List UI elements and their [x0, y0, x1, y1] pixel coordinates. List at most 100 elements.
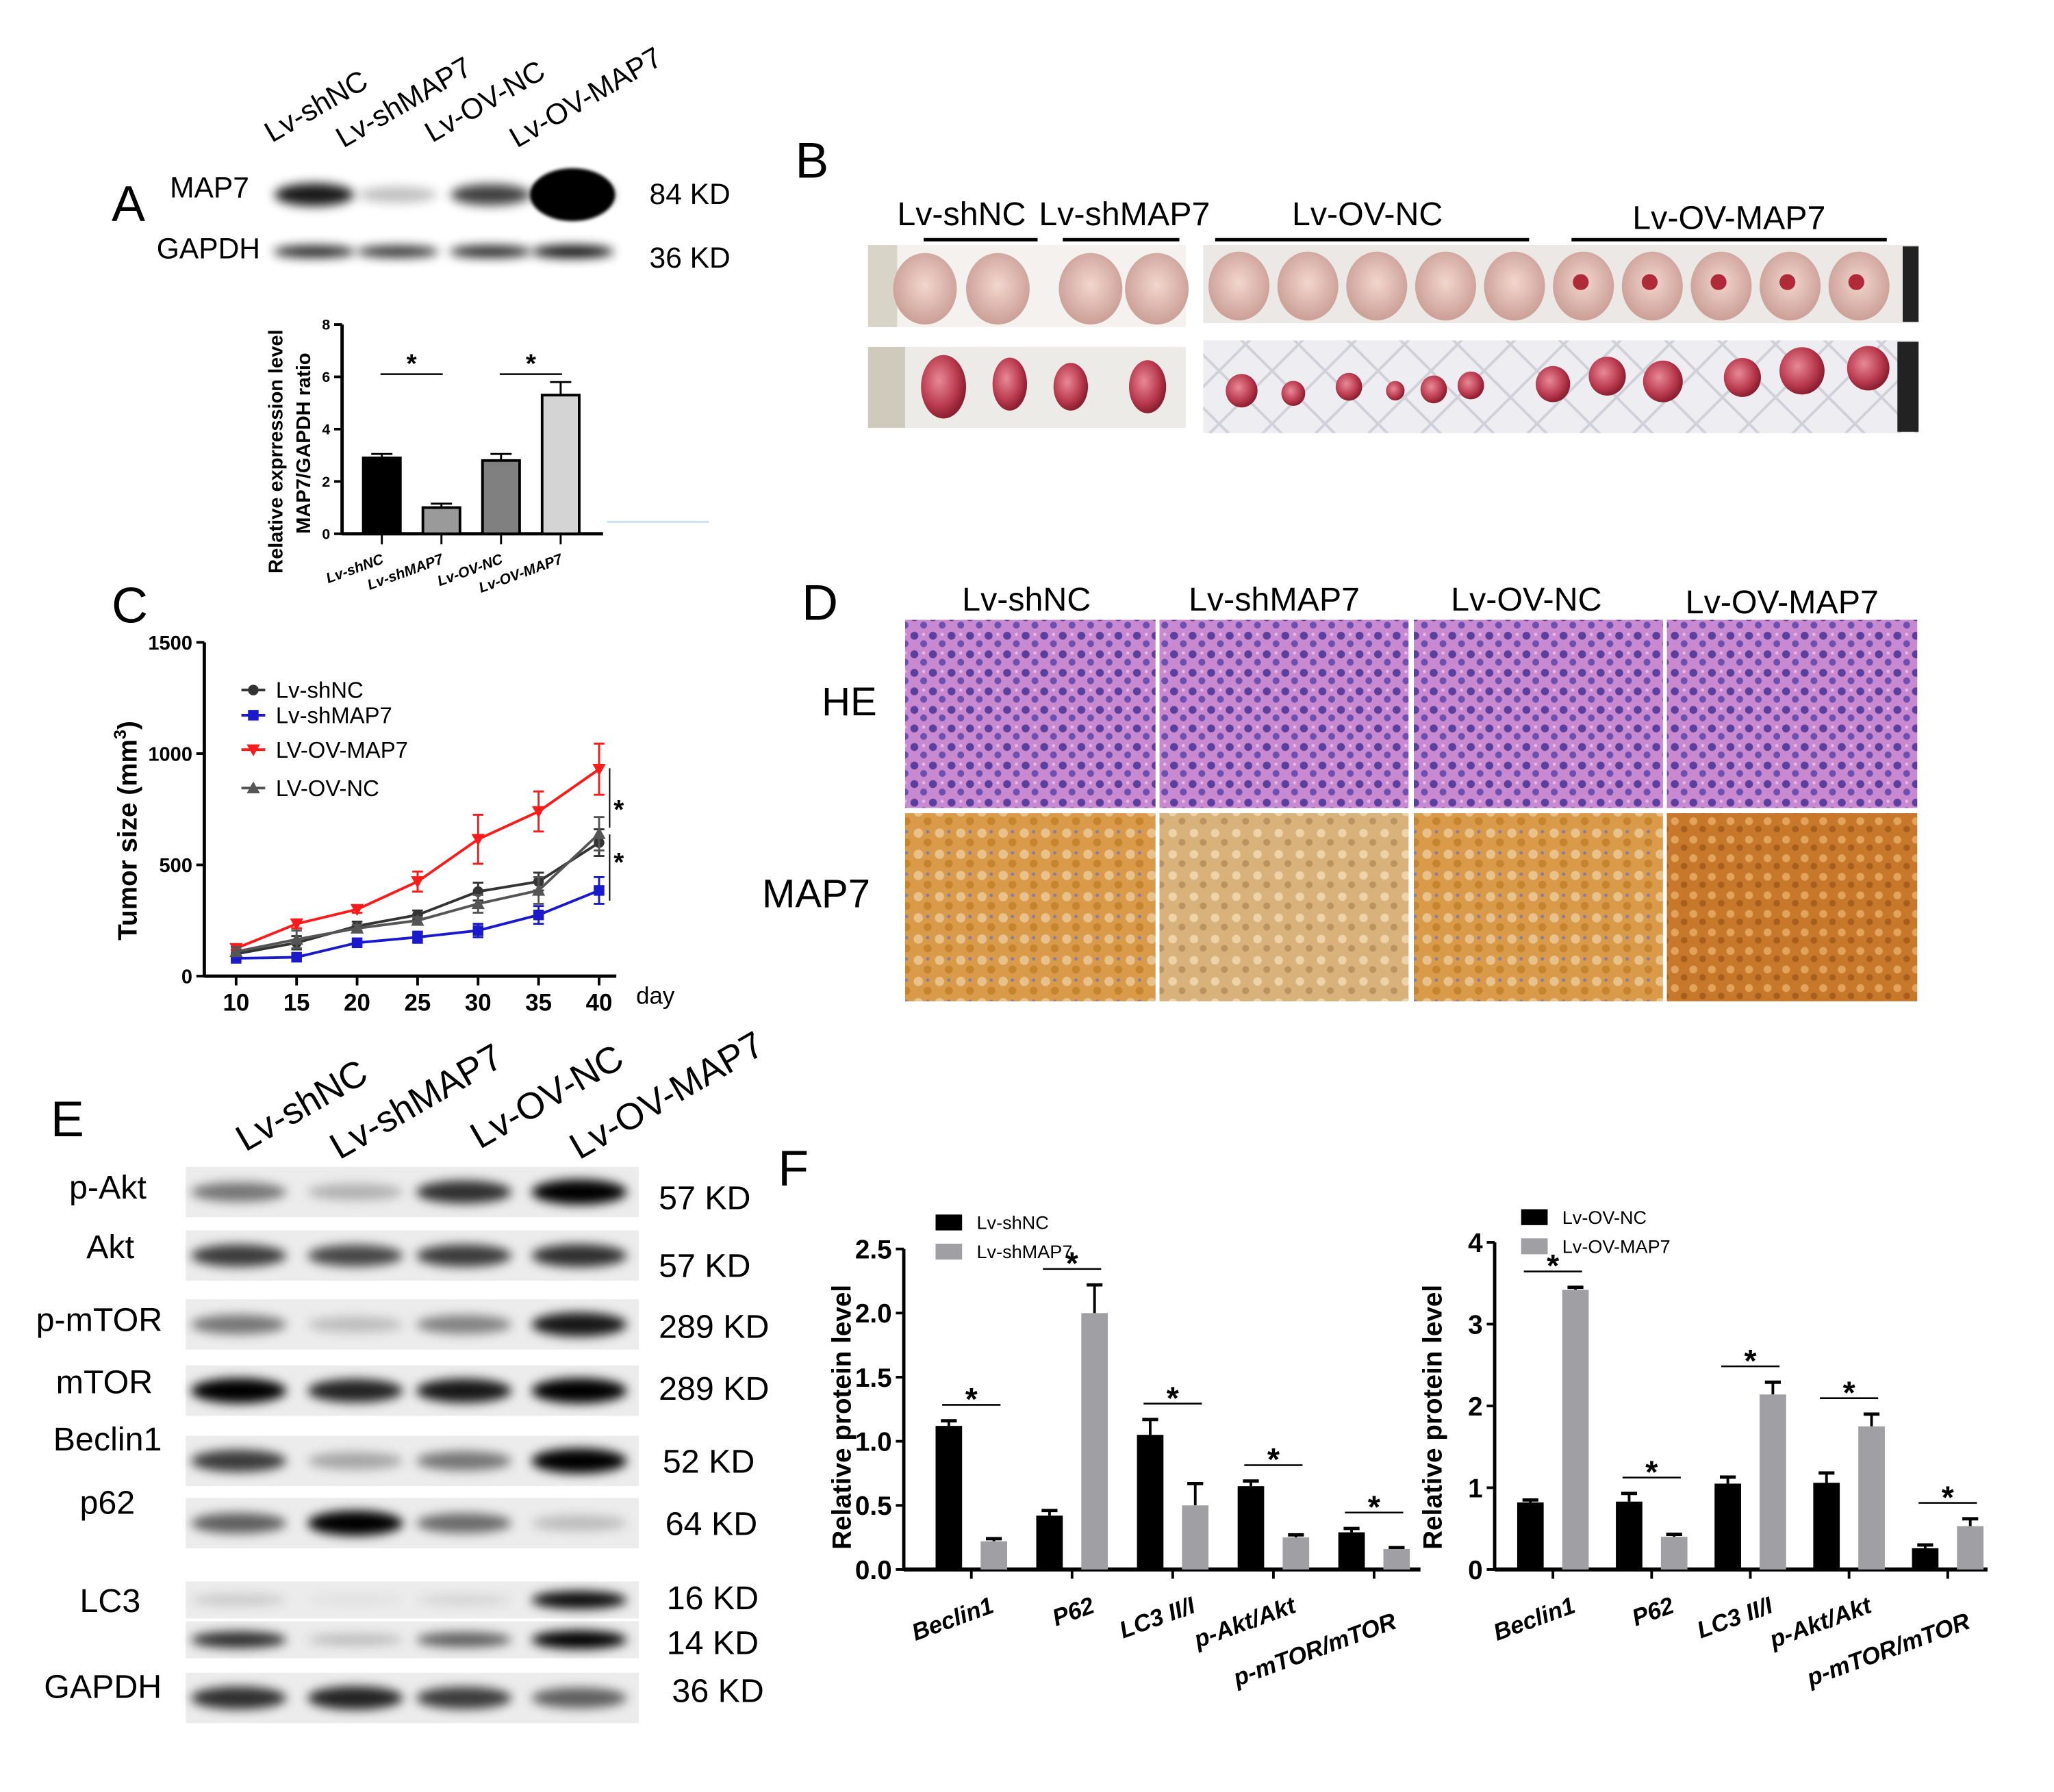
mouse	[1125, 253, 1189, 325]
x-tick-label: 40	[586, 989, 613, 1016]
blot-kd: 289 KD	[659, 1308, 769, 1345]
mouse	[1415, 251, 1476, 321]
protein-band	[273, 245, 355, 258]
group-label: Lv-shNC	[897, 196, 1026, 233]
protein-band	[307, 1452, 403, 1470]
protein-band	[191, 1244, 287, 1267]
legend-swatch	[1521, 1209, 1548, 1225]
bar	[1081, 1313, 1108, 1570]
y-axis-label: Relative protein level	[1419, 1285, 1448, 1550]
panel-label-e: E	[51, 1090, 84, 1147]
significance-mark: *	[1267, 1442, 1280, 1477]
blot-label: p-Akt	[69, 1169, 147, 1206]
data-point	[411, 914, 424, 926]
tumor	[1386, 381, 1405, 401]
group-label: Lv-shMAP7	[1039, 196, 1210, 233]
mouse	[893, 253, 957, 325]
significance-mark: *	[1547, 1248, 1560, 1283]
protein-band	[416, 1315, 512, 1334]
bar	[1660, 1537, 1688, 1570]
legend-label: LV-OV-MAP7	[276, 737, 408, 763]
protein-band	[531, 1179, 627, 1205]
protein-band	[530, 168, 616, 222]
blot-kd: 57 KD	[659, 1180, 750, 1217]
protein-band	[191, 1378, 287, 1404]
mouse	[1277, 251, 1339, 321]
blot-label: Akt	[86, 1229, 134, 1266]
protein-band	[307, 1510, 403, 1536]
blot-label: LC3	[80, 1583, 141, 1620]
data-point	[350, 904, 364, 917]
bar	[1813, 1483, 1840, 1570]
significance-mark: *	[1645, 1454, 1658, 1489]
significance-mark: *	[613, 795, 624, 825]
mouse	[1346, 251, 1408, 321]
data-point	[350, 921, 364, 934]
tumor	[1779, 274, 1796, 290]
blot-kd: 36 KD	[672, 1672, 763, 1709]
bar	[1562, 1290, 1589, 1570]
x-tick-label: LC3 II/I	[1693, 1591, 1777, 1643]
protein-band	[416, 1632, 512, 1648]
x-tick-label: Beclin1	[1490, 1592, 1579, 1646]
blot-kd: 52 KD	[663, 1444, 755, 1481]
panel-a-lane-labels: Lv-shNC Lv-shMAP7 Lv-OV-NC Lv-OV-MAP7	[259, 41, 668, 155]
tumor	[1643, 360, 1683, 402]
group-label: Lv-OV-MAP7	[1632, 200, 1825, 237]
tumor	[1710, 274, 1727, 290]
tumor	[1281, 381, 1306, 406]
legend-label: Lv-shMAP7	[976, 1241, 1072, 1262]
mouse	[1484, 251, 1545, 321]
y-tick-label: 8	[322, 317, 330, 333]
mouse	[1058, 253, 1123, 325]
blot-label: GAPDH	[44, 1669, 162, 1706]
protein-band	[191, 1631, 287, 1648]
y-axis-label: MAP7/GAPDH ratio	[293, 353, 315, 533]
data-point	[412, 932, 423, 943]
western-blot-a	[272, 168, 620, 265]
blot-kd: 64 KD	[665, 1506, 757, 1543]
column-label: Lv-shNC	[962, 581, 1091, 618]
bar	[1383, 1548, 1410, 1570]
chart-f1: 0.0 0.5 1.0 1.5 2.0 2.5 Beclin1 * P62 * LC3 II/I * p…	[828, 1212, 1421, 1691]
blot-label: mTOR	[56, 1364, 153, 1401]
y-tick-label: 2.0	[855, 1299, 892, 1329]
data-point	[351, 937, 363, 949]
protein-band	[307, 1183, 403, 1201]
blot-kd: 36 KD	[650, 242, 731, 274]
y-tick-label: 2.5	[855, 1236, 892, 1265]
legend-label: Lv-shNC	[276, 678, 364, 703]
bar	[481, 459, 521, 535]
tumor	[992, 357, 1027, 411]
protein-band	[307, 1379, 403, 1403]
significance-mark: *	[613, 848, 624, 878]
x-tick-label: 20	[344, 989, 370, 1016]
protein-band	[416, 1180, 512, 1204]
x-axis-label: day	[636, 983, 675, 1010]
column-label: Lv-OV-MAP7	[1686, 584, 1879, 621]
significance-mark: *	[1942, 1479, 1955, 1515]
data-point	[471, 897, 485, 910]
data-point	[594, 885, 605, 896]
ihc-image	[904, 813, 1156, 1001]
legend-label: LV-OV-NC	[276, 776, 379, 801]
y-axis-label: Relative exprression level	[266, 329, 288, 573]
data-point	[531, 884, 546, 896]
y-tick-label: 500	[160, 855, 192, 877]
legend-label: Lv-OV-MAP7	[1562, 1236, 1671, 1257]
y-tick-label: 0.5	[855, 1492, 892, 1521]
y-axis-label: Relative protein level	[828, 1285, 857, 1550]
bar	[1036, 1515, 1063, 1570]
protein-band	[449, 245, 532, 258]
tumor	[1641, 274, 1658, 290]
he-image	[904, 619, 1156, 808]
protein-band	[307, 1686, 403, 1710]
y-tick-label: 2	[322, 474, 330, 490]
tumor	[1847, 346, 1890, 391]
bar	[1282, 1537, 1310, 1570]
bar	[1237, 1486, 1265, 1570]
blot-label: p62	[80, 1485, 136, 1522]
data-point	[229, 945, 243, 958]
x-tick-label: p-Akt/Akt	[1766, 1591, 1876, 1653]
